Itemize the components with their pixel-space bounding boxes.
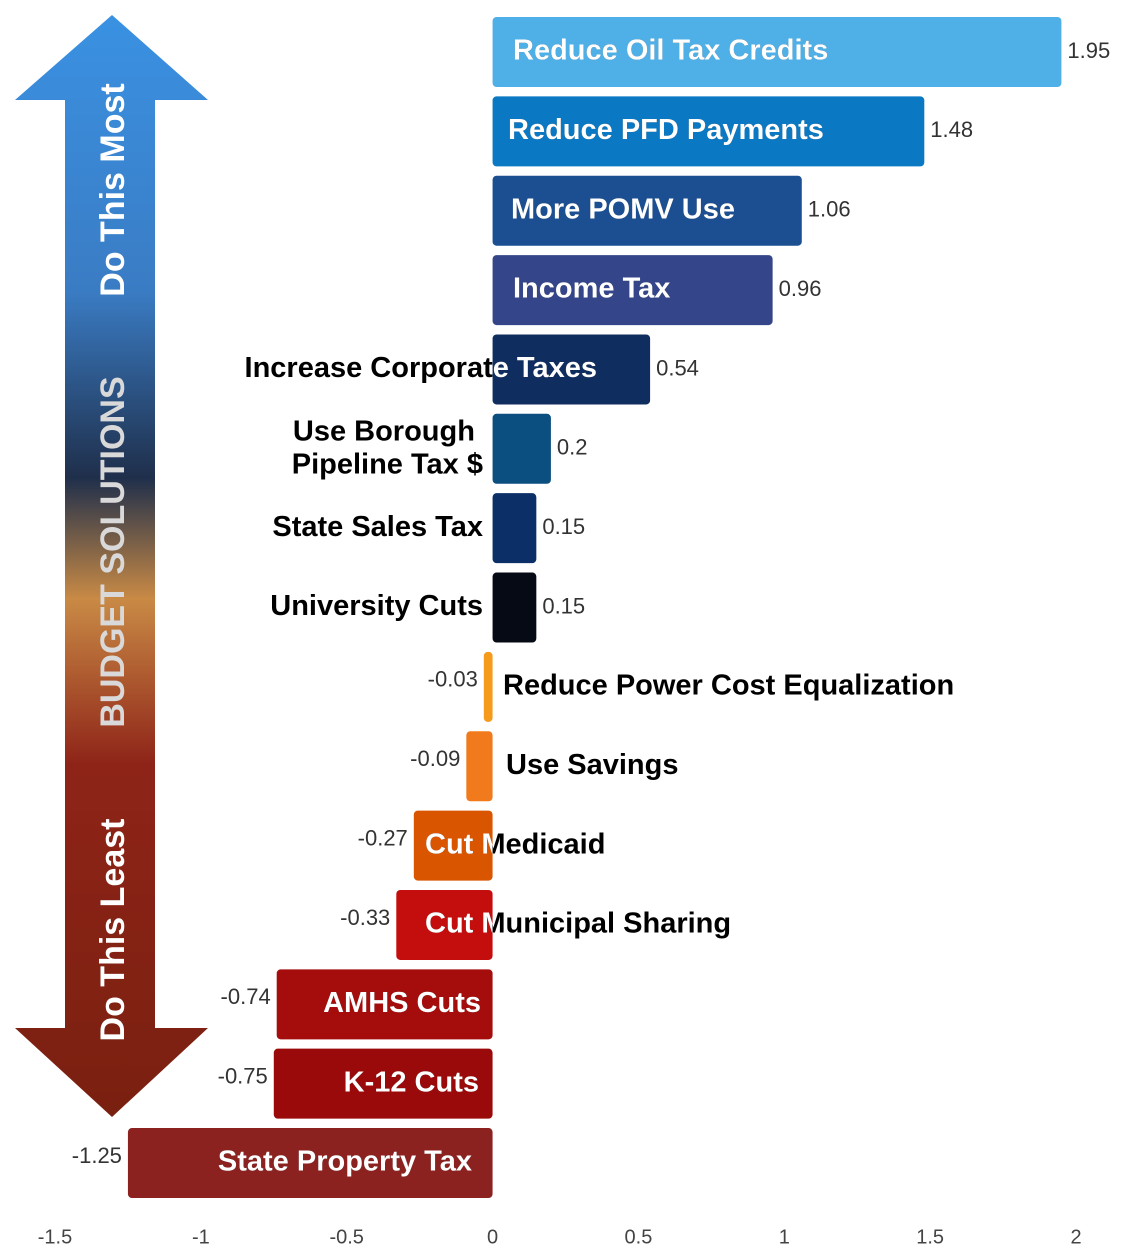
bar: [492, 493, 537, 564]
bar-label: Use Savings: [506, 749, 678, 781]
bar-label: Reduce Oil Tax Credits: [513, 35, 828, 67]
bar-label: State Sales Tax: [272, 511, 483, 543]
bar: [483, 651, 493, 722]
bar-label: Reduce Power Cost Equalization: [503, 670, 954, 702]
bar-label: AMHS Cuts: [323, 987, 481, 1019]
bar: [466, 731, 493, 802]
bar-label: Increase Corporate Taxes: [245, 352, 597, 384]
bar-label: More POMV Use: [511, 193, 735, 225]
x-tick-label: -1: [192, 1226, 210, 1248]
value-label: 0.15: [542, 593, 585, 618]
x-tick-label: 1.5: [916, 1226, 944, 1248]
bar-label-inside: More POMV Use: [511, 193, 735, 225]
arrow-bottom-label: Do This Least: [94, 819, 132, 1042]
value-label: 0.2: [557, 435, 588, 460]
bar-label-inside: K-12 Cuts: [344, 1066, 479, 1098]
bar: [492, 17, 1062, 87]
value-label: 1.95: [1067, 38, 1110, 63]
bar: [492, 413, 551, 484]
bar-label: K-12 Cuts: [344, 1066, 479, 1098]
value-label: -0.09: [410, 746, 460, 771]
bar-label: Cut Municipal Sharing: [425, 908, 731, 940]
value-label: 1.06: [808, 197, 851, 222]
arrow-top-label: Do This Most: [94, 83, 132, 296]
bar: [127, 1128, 493, 1199]
bar-label: Income Tax: [513, 273, 670, 305]
bar-label-inside: Reduce Oil Tax Credits: [513, 35, 828, 67]
arrow: [15, 15, 208, 1117]
value-label: -0.27: [358, 825, 408, 850]
arrow-middle-label: BUDGET SOLUTIONS: [94, 376, 132, 727]
value-label: -0.74: [221, 984, 271, 1009]
bar-label-inside: Cut Medicaid: [425, 828, 605, 860]
bar: [492, 175, 802, 246]
bar: [396, 889, 493, 960]
bar: [413, 810, 493, 881]
x-tick-label: -0.5: [329, 1226, 363, 1248]
bar: [492, 334, 651, 405]
value-label: -0.33: [340, 905, 390, 930]
bar-label-inside: Cut Municipal Sharing: [425, 908, 731, 940]
x-tick-label: -1.5: [38, 1226, 72, 1248]
bar-label: State Property Tax: [218, 1146, 472, 1178]
bar: [276, 969, 493, 1040]
bar-label: Use Borough Pipeline Tax $: [292, 415, 483, 480]
bar-label: Cut Medicaid: [425, 828, 605, 860]
bar-label: Reduce PFD Payments: [508, 114, 824, 146]
bar: [492, 572, 537, 643]
bar-label-inside: Increase Corporate Taxes: [245, 352, 597, 384]
bar: [492, 255, 773, 326]
bar: [492, 96, 925, 167]
value-label: 0.15: [542, 514, 585, 539]
value-label: 1.48: [930, 117, 973, 142]
value-label: 0.96: [779, 276, 822, 301]
bar-label-inside: State Property Tax: [218, 1146, 472, 1178]
bar-label-inside: Income Tax: [513, 273, 670, 305]
value-label: -0.03: [428, 667, 478, 692]
value-label: -1.25: [72, 1143, 122, 1168]
bar: [273, 1048, 493, 1119]
bar-label: University Cuts: [270, 590, 483, 622]
x-tick-label: 0: [487, 1226, 498, 1248]
value-label: -0.75: [218, 1063, 268, 1088]
bar-label-inside: AMHS Cuts: [323, 987, 481, 1019]
x-tick-label: 2: [1070, 1226, 1081, 1248]
x-tick-label: 1: [779, 1226, 790, 1248]
x-tick-label: 0.5: [625, 1226, 653, 1248]
value-label: 0.54: [656, 355, 699, 380]
bar-label-inside: Reduce PFD Payments: [508, 114, 824, 146]
